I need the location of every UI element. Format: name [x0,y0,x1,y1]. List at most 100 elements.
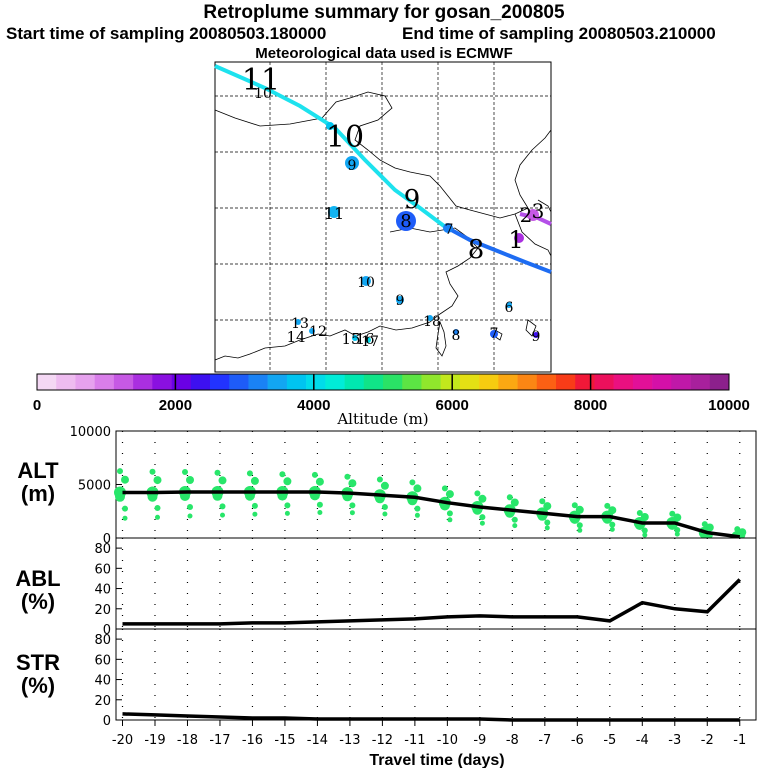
colorbar-cell [325,374,345,390]
altitude-scatter-point [511,516,518,523]
plume-points [295,122,539,343]
colorbar-cell [229,374,249,390]
plume-point [506,302,512,308]
track-segment [214,64,446,228]
altitude-scatter-point [604,502,611,509]
altitude-scatter-point [349,510,355,516]
x-tick-label: -8 [506,733,519,748]
track-time-label: 9 [348,158,357,174]
colorbar-tick-label: 0 [33,397,41,414]
map-frame [214,61,552,373]
colorbar-cell [113,374,134,390]
colorbar-frame [36,373,730,391]
track-time-label: 10 [326,120,364,155]
colorbar-cell [709,374,730,390]
track-time-label: 8 [468,235,485,265]
colorbar-cell [402,374,422,390]
y-tick-label: 80 [94,633,111,648]
track-time-label: 9 [396,293,405,309]
altitude-scatter-point [544,525,550,531]
altitude-scatter-point [187,513,193,519]
plume-point [514,233,524,243]
altitude-scatter-point [311,471,318,478]
plume-point [345,156,359,170]
plume-point [453,329,459,335]
plume-point [328,206,340,218]
x-tick-label: -13 [339,733,360,748]
altitude-scatter-point [154,505,161,511]
panel-frame [115,628,757,721]
x-tick-label: -4 [636,733,649,748]
panel-str: 80 60 40 20 0 [94,628,757,729]
map-gridlines [215,62,551,372]
colorbar-cell [690,374,711,390]
altitude-scatter-point [576,522,583,529]
altitude-scatter-point [446,510,453,517]
altitude-scatter-point [669,510,676,517]
y-tick-label: 20 [94,694,111,709]
chart-title: Retroplume summary for gosan_200805 [203,2,565,23]
altitude-scatter-point [348,479,357,488]
plume-point [326,122,334,130]
altitude-scatter-point [284,510,290,516]
altitude-scatter-point [478,494,487,503]
y-tick-label: 0 [103,623,111,638]
panel-abl: 80 60 40 20 0 [94,537,757,638]
altitude-scatter-point [734,526,741,533]
panel-frame [115,537,757,630]
altitude-scatter-point [250,476,259,485]
x-tick-label: -14 [307,733,328,748]
x-tick-label: -1 [733,733,746,748]
altitude-scatter-point [445,490,454,499]
colorbar-cell [652,374,672,390]
altitude-scatter-point [674,527,681,533]
x-tick-label: -6 [571,733,584,748]
x-tick-label: -5 [603,733,616,748]
altitude-scatter-point [284,502,291,509]
y-tick-label: 60 [94,653,111,668]
panel-frame [115,430,757,539]
colorbar-cell [421,374,441,390]
track-time-label: 6 [505,300,514,316]
altitude-scatter-point [182,469,188,475]
altitude-scatter-point [283,477,292,486]
altitude-scatter-point [642,532,648,538]
plume-point [527,209,539,221]
colorbar-tick-label: 8000 [574,397,607,414]
str-panel-label-unit: (%) [21,673,55,698]
altitude-scatter-point [121,475,129,484]
altitude-scatter-point [349,502,356,509]
altitude-scatter-point [187,504,193,510]
altitude-scatter-point [739,531,745,537]
str-series-line [122,712,740,722]
colorbar-cell [56,374,76,390]
track-time-label: 9 [404,185,421,215]
colorbar-tick-label: 6000 [436,397,469,414]
colorbar-cell [133,374,153,390]
track-time-label: 11 [242,63,280,98]
altitude-scatter-point [539,498,546,505]
plume-point [396,296,404,304]
track-time-label: 13 [291,316,309,332]
x-tick-label: -9 [473,733,486,748]
track-time-label: 12 [309,324,327,340]
altitude-scatter-point [479,520,485,526]
plume-point [295,319,301,325]
plume-point [443,223,453,233]
track-time-label: 18 [423,314,441,330]
y-tick-label: 5000 [78,479,111,494]
altitude-scatter-point [474,490,481,497]
plume-point [533,332,539,338]
altitude-scatter-point [122,515,128,521]
abl-series-line [122,578,742,626]
plume-point [427,315,433,321]
altitude-scatter-point [575,505,584,514]
colorbar-cell [459,374,480,390]
str-panel-label-top: STR [16,650,60,675]
colorbar-cell [286,374,307,390]
y-tick-label: 10000 [70,425,111,440]
track-time-label: 15 [341,330,360,348]
colorbar-cell [152,374,172,390]
